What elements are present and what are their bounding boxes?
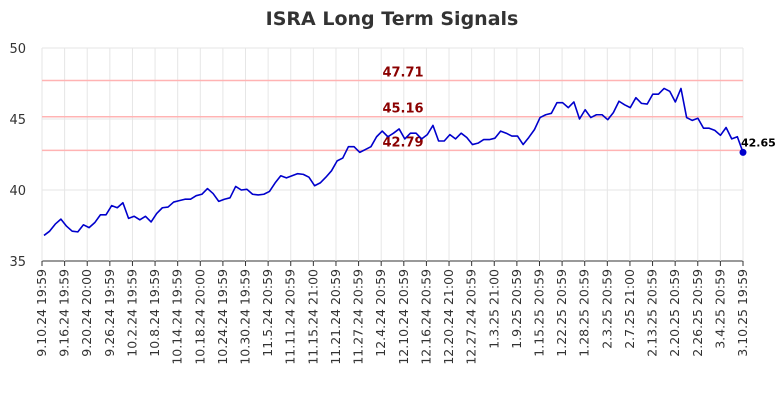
- x-tick-label: 9.16.24 19:59: [57, 269, 72, 357]
- series: 42.65: [43, 87, 776, 237]
- signal-level-label: 42.79: [382, 135, 423, 150]
- x-tick-label: 1.3.25 21:00: [486, 269, 501, 349]
- x-tick-label: 12.16.24 20:59: [418, 269, 433, 365]
- x-tick-label: 11.27.24 20:59: [351, 269, 366, 365]
- x-axis: 9.10.24 19:59 9.16.24 19:59 9.20.24 20:00 9…: [34, 261, 750, 365]
- last-value-point: [739, 148, 747, 156]
- x-tick-label: 1.9.25 20:59: [509, 269, 524, 349]
- last-value-label: 42.65: [741, 136, 776, 149]
- signal-level-label: 47.71: [382, 66, 423, 81]
- x-tick-label: 3.4.25 20:59: [712, 269, 727, 349]
- x-tick-label: 2.13.25 20:59: [645, 269, 660, 357]
- x-tick-label: 10.8.24 19:59: [147, 269, 162, 357]
- chart-title: ISRA Long Term Signals: [266, 8, 519, 30]
- x-tick-label: 2.7.25 21:00: [622, 269, 637, 349]
- x-tick-label: 9.26.24 19:59: [102, 269, 117, 357]
- signal-level-label: 45.16: [382, 102, 423, 117]
- x-tick-label: 9.10.24 19:59: [34, 269, 49, 357]
- signal-levels: 47.71 45.16 42.79: [42, 66, 743, 152]
- y-tick-label: 50: [9, 42, 26, 57]
- x-tick-label: 2.3.25 20:59: [599, 269, 614, 349]
- x-tick-label: 12.10.24 20:59: [396, 269, 411, 365]
- x-tick-label: 9.20.24 20:00: [79, 269, 94, 357]
- x-tick-label: 10.30.24 19:59: [238, 269, 253, 365]
- y-tick-label: 40: [9, 184, 26, 199]
- x-tick-label: 10.2.24 19:59: [124, 269, 139, 357]
- x-tick-label: 11.15.24 21:00: [305, 269, 320, 365]
- x-tick-label: 10.18.24 20:00: [192, 269, 207, 365]
- x-tick-label: 11.5.24 20:59: [260, 269, 275, 357]
- x-tick-label: 2.26.25 20:59: [690, 269, 705, 357]
- y-tick-label: 45: [9, 113, 26, 128]
- x-tick-label: 1.15.25 20:59: [531, 269, 546, 357]
- y-axis: 35 40 45 50: [9, 42, 26, 270]
- x-tick-label: 12.27.24 20:59: [464, 269, 479, 365]
- x-tick-label: 10.14.24 19:59: [170, 269, 185, 365]
- x-tick-label: 1.28.25 20:59: [577, 269, 592, 357]
- y-tick-label: 35: [9, 255, 26, 270]
- x-tick-label: 10.24.24 19:59: [215, 269, 230, 365]
- x-tick-label: 3.10.25 19:59: [735, 269, 750, 357]
- x-tick-label: 11.21.24 20:59: [328, 269, 343, 365]
- grid: [41, 47, 744, 262]
- x-tick-label: 12.4.24 20:59: [373, 269, 388, 357]
- series-line: [43, 87, 744, 237]
- x-tick-label: 11.11.24 20:59: [283, 269, 298, 365]
- x-tick-label: 1.22.25 20:59: [554, 269, 569, 357]
- x-tick-label: 12.20.24 21:00: [441, 269, 456, 365]
- x-tick-label: 2.20.25 20:59: [667, 269, 682, 357]
